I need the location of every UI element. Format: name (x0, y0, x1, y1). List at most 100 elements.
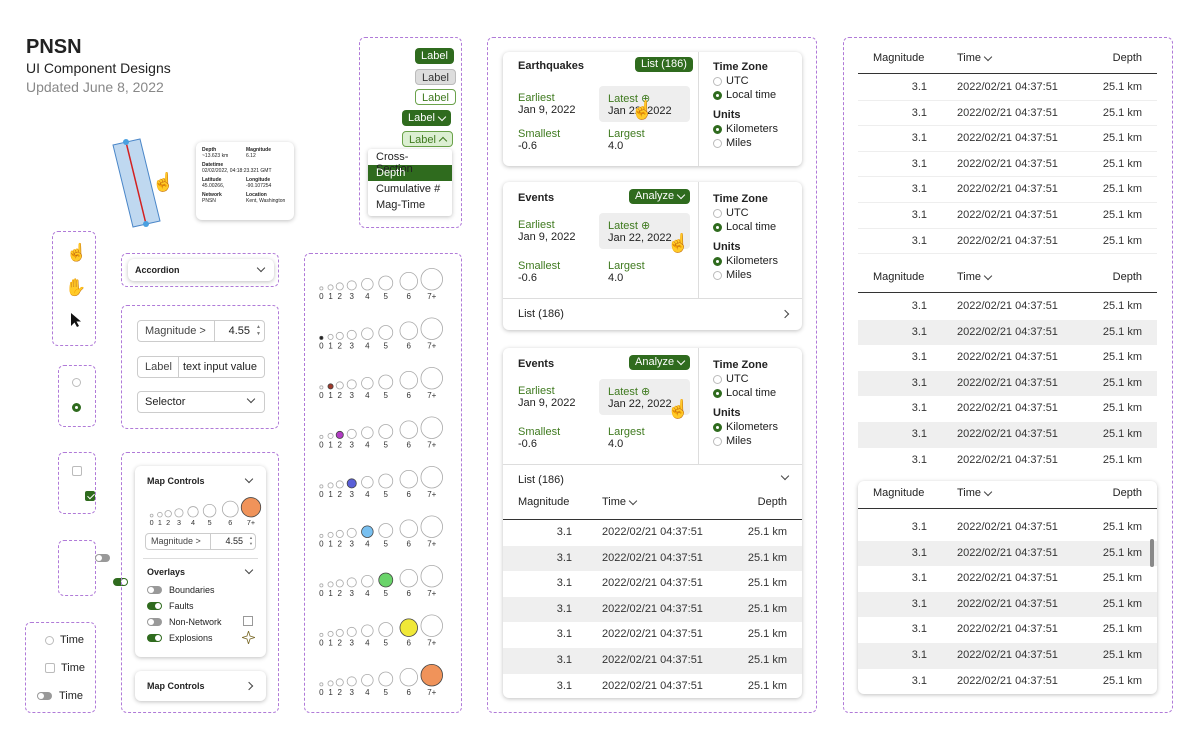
table-row[interactable]: 3.1 2022/02/21 04:37:51 25.1 km (858, 370, 1157, 397)
table-row[interactable]: 3.1 2022/02/21 04:37:51 25.1 km (858, 101, 1157, 127)
menu-item-cross-section[interactable]: Cross-Section (376, 151, 413, 175)
column-header-magnitude[interactable]: Magnitude (518, 496, 570, 508)
scrollbar[interactable] (1150, 539, 1154, 567)
table-row[interactable]: 3.1 2022/02/21 04:37:51 25.1 km (858, 643, 1157, 669)
unit-km-radio[interactable]: Kilometers (713, 254, 778, 268)
menu-item-cumulative[interactable]: Cumulative # (376, 183, 441, 195)
table-row[interactable]: 3.1 2022/02/21 04:37:51 25.1 km (858, 422, 1157, 448)
unit-mi-radio[interactable]: Miles (713, 136, 778, 150)
table-row[interactable]: 3.1 2022/02/21 04:37:51 25.1 km (858, 591, 1157, 618)
accordion[interactable]: Accordion (128, 259, 274, 281)
magnitude-value[interactable]: 4.55 (228, 325, 250, 337)
map-controls-collapsed[interactable]: Map Controls (135, 671, 266, 701)
table-row[interactable]: 3.1 2022/02/21 04:37:51 25.1 km (858, 540, 1157, 567)
field-value[interactable]: text input value (183, 361, 257, 373)
toggle-off[interactable] (95, 554, 111, 563)
tz-utc-radio[interactable]: UTC (713, 74, 778, 88)
label-dropdown-chip-open[interactable]: Label (402, 131, 453, 147)
table-row[interactable]: 3.1 2022/02/21 04:37:51 25.1 km (858, 515, 1157, 541)
column-header-time[interactable]: Time (957, 271, 993, 283)
overlay-explosions[interactable]: Explosions (147, 633, 213, 643)
overlay-boundaries[interactable]: Boundaries (147, 585, 215, 595)
table-row[interactable]: 3.1 2022/02/21 04:37:51 25.1 km (858, 75, 1157, 101)
table-row[interactable]: 3.1 2022/02/21 04:37:51 25.1 km (858, 152, 1157, 178)
table-row[interactable]: 3.1 2022/02/21 04:37:51 25.1 km (503, 545, 802, 572)
label-chip-outline[interactable]: Label (415, 89, 456, 105)
overlay-faults[interactable]: Faults (147, 601, 194, 611)
tz-local-radio[interactable]: Local time (713, 220, 778, 234)
latest-box[interactable]: Latest ⊕ Jan 22, 2022 (599, 379, 690, 415)
table-row[interactable]: 3.1 2022/02/21 04:37:51 25.1 km (858, 126, 1157, 152)
tz-local-radio[interactable]: Local time (713, 88, 778, 102)
table-row[interactable]: 3.1 2022/02/21 04:37:51 25.1 km (858, 203, 1157, 229)
table-row[interactable]: 3.1 2022/02/21 04:37:51 25.1 km (858, 345, 1157, 371)
magnitude-circle-5 (378, 622, 394, 637)
text-input[interactable]: Label text input value (137, 356, 265, 378)
magnitude-stepper[interactable]: Magnitude > 4.55 ▲ ▼ (137, 320, 265, 342)
table-row[interactable]: 3.1 2022/02/21 04:37:51 25.1 km (858, 177, 1157, 203)
latest-box[interactable]: Latest ⊕ Jan 22, 2022 (599, 86, 690, 122)
time-radio[interactable]: Time (45, 634, 84, 646)
magnitude-value[interactable]: 4.55 (225, 536, 243, 546)
unit-km-radio[interactable]: Kilometers (713, 122, 778, 136)
selector-dropdown[interactable]: Selector (137, 391, 265, 413)
table-row[interactable]: 3.1 2022/02/21 04:37:51 25.1 km (858, 319, 1157, 346)
table-row[interactable]: 3.1 2022/02/21 04:37:51 25.1 km (858, 566, 1157, 592)
table-row[interactable]: 3.1 2022/02/21 04:37:51 25.1 km (858, 669, 1157, 694)
radio-off[interactable] (72, 378, 81, 387)
analyze-dropdown[interactable]: Analyze (629, 189, 691, 204)
magnitude-circle-5 (378, 424, 394, 439)
table-row[interactable]: 3.1 2022/02/21 04:37:51 25.1 km (858, 448, 1157, 474)
stepper-arrows-icon[interactable]: ▲ ▼ (256, 324, 261, 337)
column-header-time[interactable]: Time (957, 487, 993, 499)
table-row[interactable]: 3.1 2022/02/21 04:37:51 25.1 km (503, 571, 802, 597)
menu-item-depth[interactable]: Depth (368, 165, 452, 181)
column-header-depth[interactable]: Depth (1112, 271, 1142, 283)
checkbox-on[interactable] (85, 491, 96, 502)
table-row[interactable]: 3.1 2022/02/21 04:37:51 25.1 km (503, 648, 802, 674)
table-row[interactable]: 3.1 2022/02/21 04:37:51 25.1 km (858, 396, 1157, 422)
toggle-on[interactable] (113, 578, 129, 587)
unit-mi-radio[interactable]: Miles (713, 434, 778, 448)
column-header-depth[interactable]: Depth (1112, 487, 1142, 499)
table-row[interactable]: 3.1 2022/02/21 04:37:51 25.1 km (503, 520, 802, 546)
list-row[interactable]: List (186) (518, 308, 792, 320)
checkbox-off[interactable] (72, 466, 82, 477)
chevron-down-icon[interactable] (244, 474, 254, 484)
column-header-time[interactable]: Time (957, 52, 993, 64)
table-row[interactable]: 3.1 2022/02/21 04:37:51 25.1 km (503, 622, 802, 648)
table-row[interactable]: 3.1 2022/02/21 04:37:51 25.1 km (858, 617, 1157, 643)
tz-local-radio[interactable]: Local time (713, 386, 778, 400)
stepper-arrows-icon[interactable]: ▲ ▼ (249, 535, 253, 546)
table-row[interactable]: 3.1 2022/02/21 04:37:51 25.1 km (503, 674, 802, 698)
label-chip-gray[interactable]: Label (415, 69, 456, 85)
column-header-magnitude[interactable]: Magnitude (873, 487, 925, 499)
list-row[interactable]: List (186) (518, 471, 792, 486)
analyze-dropdown[interactable]: Analyze (629, 355, 691, 370)
tz-utc-radio[interactable]: UTC (713, 372, 778, 386)
column-header-magnitude[interactable]: Magnitude (873, 271, 925, 283)
unit-mi-radio[interactable]: Miles (713, 268, 778, 282)
column-header-time[interactable]: Time (602, 496, 638, 508)
column-header-magnitude[interactable]: Magnitude (873, 52, 925, 64)
column-header-depth[interactable]: Depth (1112, 52, 1142, 64)
menu-item-mag-time[interactable]: Mag-Time (376, 199, 426, 211)
table-row[interactable]: 3.1 2022/02/21 04:37:51 25.1 km (503, 596, 802, 623)
chevron-down-icon[interactable] (244, 565, 254, 575)
unit-km-radio[interactable]: Kilometers (713, 420, 778, 434)
time-checkbox[interactable]: Time (45, 662, 85, 674)
label-dropdown-chip[interactable]: Label (402, 110, 451, 126)
radio-on[interactable] (72, 403, 81, 412)
table-row[interactable]: 3.1 2022/02/21 04:37:51 25.1 km (858, 294, 1157, 320)
time-toggle[interactable]: Time (37, 690, 83, 702)
overlay-non-network[interactable]: Non-Network (147, 617, 222, 627)
cross-section-graphic[interactable] (108, 135, 198, 230)
table-row[interactable]: 3.1 2022/02/21 04:37:51 25.1 km (858, 229, 1157, 255)
latest-box[interactable]: Latest ⊕ Jan 22, 2022 (599, 213, 690, 249)
magnitude-stepper[interactable]: Magnitude > 4.55 ▲ ▼ (145, 533, 256, 550)
list-badge[interactable]: List (186) (635, 57, 693, 72)
column-header-depth[interactable]: Depth (757, 496, 787, 508)
label-chip-filled[interactable]: Label (415, 48, 454, 64)
cell-magnitude: 3.1 (911, 674, 927, 687)
tz-utc-radio[interactable]: UTC (713, 206, 778, 220)
